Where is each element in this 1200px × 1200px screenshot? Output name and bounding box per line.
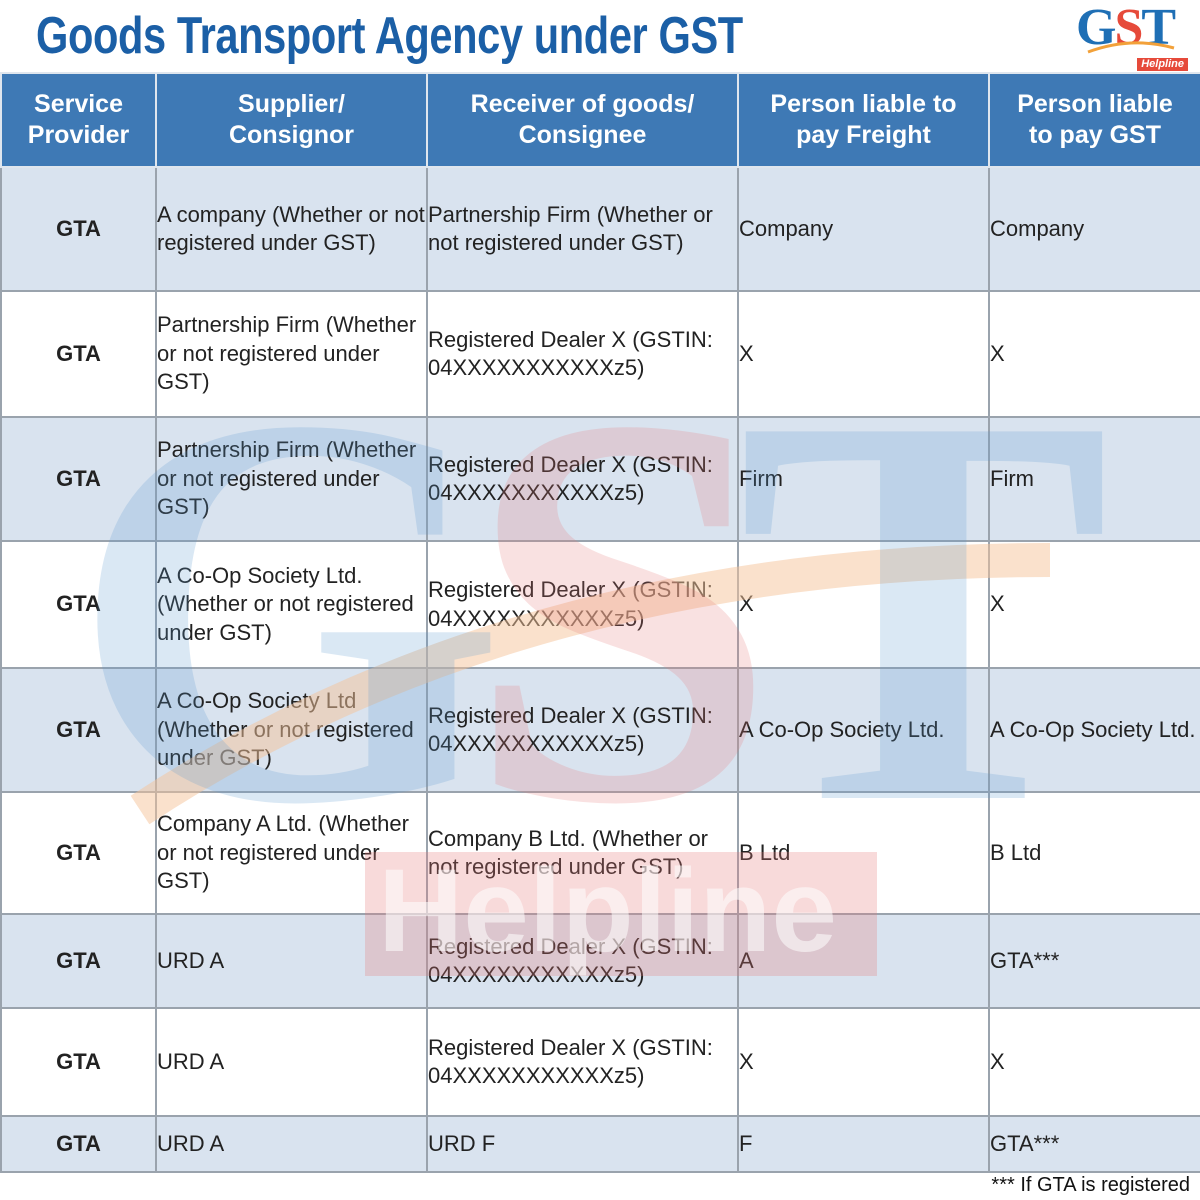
supplier-cell: A company (Whether or not registered und… [155, 166, 428, 292]
gst-payer-cell: B Ltd [988, 791, 1200, 915]
service-provider-cell: GTA [0, 290, 157, 418]
service-provider-cell: GTA [0, 913, 157, 1009]
table-row: GTA A Co-Op Society Ltd. (Whether or not… [0, 540, 1200, 669]
service-provider-cell: GTA [0, 166, 157, 292]
gst-payer-cell: X [988, 290, 1200, 418]
table-row: GTA URD A URD F F GTA*** [0, 1115, 1200, 1173]
freight-payer-cell: F [737, 1115, 990, 1173]
logo-letter-s: S [1114, 0, 1143, 56]
col-header-supplier: Supplier/ Consignor [155, 72, 428, 168]
receiver-cell: Registered Dealer X (GSTIN: 04XXXXXXXXXX… [426, 913, 739, 1009]
supplier-cell: URD A [155, 913, 428, 1009]
gst-payer-cell: X [988, 540, 1200, 669]
freight-payer-cell: A Co-Op Society Ltd. [737, 667, 990, 793]
service-provider-cell: GTA [0, 1115, 157, 1173]
supplier-cell: Company A Ltd. (Whether or not registere… [155, 791, 428, 915]
table-row: GTA A company (Whether or not registered… [0, 166, 1200, 292]
table-row: GTA Company A Ltd. (Whether or not regis… [0, 791, 1200, 915]
gta-table: Service Provider Supplier/ Consignor Rec… [0, 72, 1200, 1173]
table-header-row: Service Provider Supplier/ Consignor Rec… [0, 72, 1200, 168]
supplier-cell: URD A [155, 1115, 428, 1173]
footnote: *** If GTA is registered [991, 1174, 1190, 1196]
table-row: GTA URD A Registered Dealer X (GSTIN: 04… [0, 913, 1200, 1009]
receiver-cell: Registered Dealer X (GSTIN: 04XXXXXXXXXX… [426, 667, 739, 793]
table-row: GTA Partnership Firm (Whether or not reg… [0, 290, 1200, 418]
supplier-cell: URD A [155, 1007, 428, 1117]
supplier-cell: Partnership Firm (Whether or not registe… [155, 416, 428, 542]
receiver-cell: Registered Dealer X (GSTIN: 04XXXXXXXXXX… [426, 290, 739, 418]
col-header-gst: Person liable to pay GST [988, 72, 1200, 168]
col-header-freight: Person liable to pay Freight [737, 72, 990, 168]
gst-payer-cell: A Co-Op Society Ltd. [988, 667, 1200, 793]
col-header-receiver: Receiver of goods/ Consignee [426, 72, 739, 168]
service-provider-cell: GTA [0, 416, 157, 542]
receiver-cell: Registered Dealer X (GSTIN: 04XXXXXXXXXX… [426, 416, 739, 542]
service-provider-cell: GTA [0, 791, 157, 915]
freight-payer-cell: X [737, 290, 990, 418]
logo-swoosh-icon [1087, 41, 1175, 54]
receiver-cell: Company B Ltd. (Whether or not registere… [426, 791, 739, 915]
col-header-service-provider: Service Provider [0, 72, 157, 168]
supplier-cell: A Co-Op Society Ltd (Whether or not regi… [155, 667, 428, 793]
receiver-cell: Registered Dealer X (GSTIN: 04XXXXXXXXXX… [426, 1007, 739, 1117]
freight-payer-cell: B Ltd [737, 791, 990, 915]
freight-payer-cell: Firm [737, 416, 990, 542]
service-provider-cell: GTA [0, 667, 157, 793]
supplier-cell: A Co-Op Society Ltd. (Whether or not reg… [155, 540, 428, 669]
gst-payer-cell: GTA*** [988, 913, 1200, 1009]
gst-helpline-logo: GST Helpline [1072, 0, 1192, 71]
service-provider-cell: GTA [0, 540, 157, 669]
gst-payer-cell: X [988, 1007, 1200, 1117]
gst-payer-cell: GTA*** [988, 1115, 1200, 1173]
freight-payer-cell: Company [737, 166, 990, 292]
service-provider-cell: GTA [0, 1007, 157, 1117]
freight-payer-cell: A [737, 913, 990, 1009]
logo-tagline: Helpline [1137, 58, 1188, 71]
gst-payer-cell: Firm [988, 416, 1200, 542]
receiver-cell: Partnership Firm (Whether or not registe… [426, 166, 739, 292]
table-row: GTA Partnership Firm (Whether or not reg… [0, 416, 1200, 542]
table-row: GTA URD A Registered Dealer X (GSTIN: 04… [0, 1007, 1200, 1117]
receiver-cell: Registered Dealer X (GSTIN: 04XXXXXXXXXX… [426, 540, 739, 669]
receiver-cell: URD F [426, 1115, 739, 1173]
freight-payer-cell: X [737, 540, 990, 669]
page-title: Goods Transport Agency under GST [36, 7, 743, 65]
freight-payer-cell: X [737, 1007, 990, 1117]
supplier-cell: Partnership Firm (Whether or not registe… [155, 290, 428, 418]
gst-payer-cell: Company [988, 166, 1200, 292]
table-row: GTA A Co-Op Society Ltd (Whether or not … [0, 667, 1200, 793]
